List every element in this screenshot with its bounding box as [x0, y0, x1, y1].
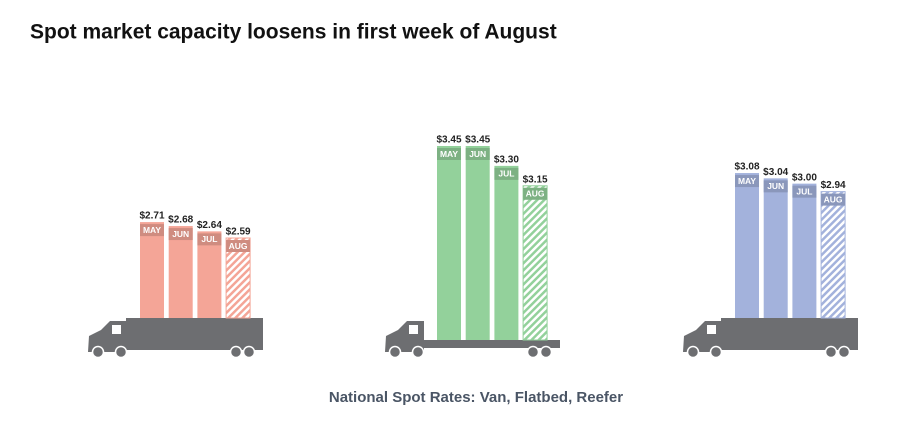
truck-wheel	[837, 345, 851, 359]
month-band-shade	[792, 185, 817, 198]
month-label: AUG	[229, 241, 248, 251]
truck-wheel	[229, 345, 243, 359]
chart-title: Spot market capacity loosens in first we…	[30, 21, 557, 44]
bar	[522, 185, 548, 341]
value-label: $3.04	[763, 167, 788, 178]
truck-wheel	[91, 345, 105, 359]
month-band	[226, 240, 251, 252]
value-label: $3.00	[792, 172, 817, 183]
truck-window	[409, 325, 418, 334]
value-label: $3.45	[436, 135, 461, 146]
value-label: $3.45	[465, 135, 490, 146]
value-label: $2.71	[139, 211, 164, 222]
month-label: JUN	[767, 181, 784, 191]
bar	[792, 183, 817, 318]
bar	[763, 178, 788, 318]
month-label: JUL	[498, 169, 514, 179]
bar	[735, 173, 759, 318]
caption: National Spot Rates: Van, Flatbed, Reefe…	[329, 389, 623, 406]
bar	[197, 231, 222, 318]
value-label: $2.64	[197, 220, 222, 231]
month-band-shade	[523, 187, 548, 200]
month-label: AUG	[526, 189, 545, 199]
month-band	[140, 224, 164, 237]
month-band-shade	[465, 148, 490, 160]
bar	[437, 146, 461, 340]
truck-trailer	[721, 318, 858, 350]
value-label: $2.68	[168, 215, 193, 226]
month-band	[197, 233, 222, 246]
truck-wheel	[709, 345, 723, 359]
month-label: AUG	[824, 194, 843, 204]
month-band-shade	[763, 180, 788, 193]
month-band-shade	[197, 233, 222, 246]
month-band	[168, 228, 193, 241]
month-band-shade	[494, 167, 519, 180]
truck-wheel	[114, 345, 128, 359]
value-label: $3.08	[734, 162, 759, 173]
month-label: JUL	[201, 234, 217, 244]
month-band	[465, 148, 490, 160]
truck-wheel	[824, 345, 838, 359]
month-label: MAY	[143, 225, 161, 235]
month-band	[437, 148, 461, 160]
value-label: $2.59	[226, 227, 251, 238]
bar	[140, 222, 164, 318]
value-label: $3.30	[494, 155, 519, 166]
month-band-shade	[437, 148, 461, 160]
month-band	[735, 175, 759, 188]
month-label: JUN	[469, 149, 486, 159]
month-band-shade	[735, 175, 759, 188]
truck-window	[707, 325, 716, 334]
truck-deck	[423, 340, 560, 348]
truck-wheel	[411, 345, 425, 359]
month-band-shade	[140, 224, 164, 237]
truck-trailer	[126, 318, 263, 350]
truck-wheel	[539, 345, 553, 359]
month-band	[494, 167, 519, 180]
month-label: JUN	[172, 229, 189, 239]
month-band-shade	[226, 240, 251, 252]
bar	[168, 226, 193, 318]
truck-wheel	[686, 345, 700, 359]
truck-wheel	[388, 345, 402, 359]
truck-wheel	[526, 345, 540, 359]
month-band	[523, 187, 548, 200]
bar	[820, 191, 846, 319]
month-band	[792, 185, 817, 198]
month-band-shade	[821, 193, 846, 206]
bar	[465, 146, 490, 340]
month-band	[763, 180, 788, 193]
truck-window	[112, 325, 121, 334]
value-label: $2.94	[821, 180, 846, 191]
month-label: MAY	[440, 149, 458, 159]
bar	[494, 165, 519, 340]
truck-wheel	[242, 345, 256, 359]
month-label: MAY	[738, 176, 756, 186]
month-band	[821, 193, 846, 206]
value-label: $3.15	[523, 174, 548, 185]
month-band-shade	[168, 228, 193, 241]
month-label: JUL	[796, 186, 812, 196]
